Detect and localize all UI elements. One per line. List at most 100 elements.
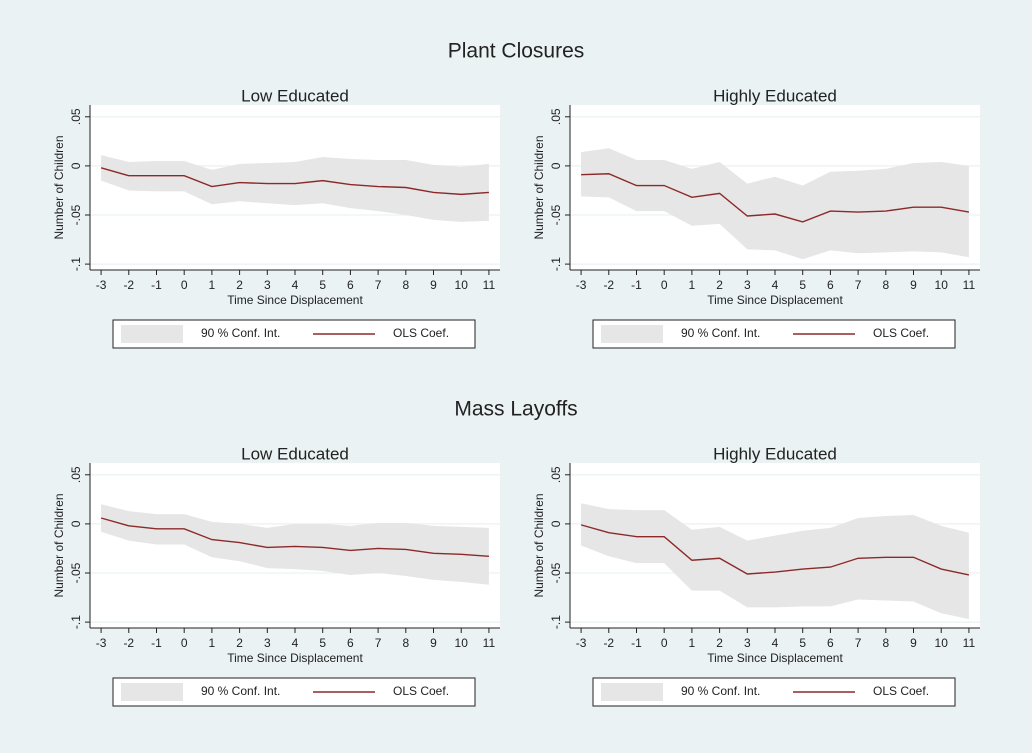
- legend-label: 90 % Conf. Int.: [201, 326, 280, 340]
- y-tick-label: .05: [549, 466, 563, 483]
- x-tick-label: 0: [181, 278, 188, 292]
- x-tick-label: 6: [347, 636, 354, 650]
- x-tick-label: -3: [96, 278, 107, 292]
- legend-label: 90 % Conf. Int.: [681, 326, 760, 340]
- chart-title: Highly Educated: [713, 444, 837, 463]
- y-axis-label: Number of Children: [52, 493, 66, 597]
- y-tick-label: .05: [69, 108, 83, 125]
- x-tick-label: 10: [935, 636, 949, 650]
- x-tick-label: 11: [963, 636, 976, 650]
- legend-swatch: [601, 683, 663, 701]
- x-tick-label: 8: [882, 278, 889, 292]
- y-tick-label: 0: [69, 520, 83, 527]
- x-tick-label: 3: [264, 636, 271, 650]
- chart-title: Low Educated: [241, 444, 349, 463]
- y-tick-label: .05: [549, 108, 563, 125]
- x-tick-label: 4: [772, 636, 779, 650]
- x-tick-label: 10: [455, 636, 469, 650]
- x-tick-label: 9: [910, 636, 917, 650]
- confidence-band: [581, 148, 969, 260]
- section-title: Mass Layoffs: [454, 398, 577, 421]
- x-tick-label: 7: [855, 636, 862, 650]
- x-tick-label: 8: [402, 278, 409, 292]
- chart-title: Low Educated: [241, 86, 349, 105]
- x-tick-label: 7: [375, 636, 382, 650]
- confidence-band: [101, 504, 489, 585]
- x-tick-label: 8: [882, 636, 889, 650]
- x-tick-label: 4: [292, 636, 299, 650]
- x-tick-label: -1: [631, 278, 642, 292]
- x-tick-label: 8: [402, 636, 409, 650]
- x-tick-label: 0: [661, 278, 668, 292]
- y-tick-label: -.1: [69, 615, 83, 629]
- y-axis-label: Number of Children: [52, 135, 66, 239]
- confidence-band: [581, 503, 969, 620]
- x-tick-label: 11: [483, 278, 496, 292]
- x-tick-label: 3: [264, 278, 271, 292]
- x-tick-label: 5: [799, 636, 806, 650]
- x-tick-label: 9: [430, 278, 437, 292]
- x-tick-label: -3: [96, 636, 107, 650]
- x-tick-label: 4: [772, 278, 779, 292]
- x-tick-label: 2: [716, 278, 723, 292]
- legend-label: OLS Coef.: [393, 684, 449, 698]
- x-tick-label: 7: [855, 278, 862, 292]
- legend-swatch: [121, 683, 183, 701]
- y-tick-label: -.05: [549, 562, 563, 583]
- coef-line: [100, 167, 489, 196]
- y-axis-label: Number of Children: [532, 135, 546, 239]
- x-tick-label: 5: [319, 278, 326, 292]
- legend-swatch: [601, 325, 663, 343]
- x-tick-label: 4: [292, 278, 299, 292]
- section-title: Plant Closures: [448, 40, 585, 63]
- x-tick-label: -1: [151, 278, 162, 292]
- x-tick-label: 3: [744, 278, 751, 292]
- x-tick-label: -3: [576, 636, 587, 650]
- x-tick-label: -3: [576, 278, 587, 292]
- legend-swatch: [121, 325, 183, 343]
- x-tick-label: 5: [319, 636, 326, 650]
- x-tick-label: 1: [689, 278, 696, 292]
- x-tick-label: 9: [430, 636, 437, 650]
- x-tick-label: -2: [123, 278, 134, 292]
- legend-label: 90 % Conf. Int.: [201, 684, 280, 698]
- x-tick-label: 11: [963, 278, 976, 292]
- x-tick-label: 2: [236, 278, 243, 292]
- x-tick-label: 2: [236, 636, 243, 650]
- y-tick-label: -.1: [69, 257, 83, 271]
- confidence-band: [101, 155, 489, 222]
- legend-label: OLS Coef.: [873, 326, 929, 340]
- legend-label: OLS Coef.: [393, 326, 449, 340]
- x-tick-label: 11: [483, 636, 496, 650]
- coef-line: [100, 517, 489, 558]
- y-tick-label: 0: [549, 520, 563, 527]
- y-tick-label: -.05: [69, 562, 83, 583]
- x-tick-label: 6: [827, 636, 834, 650]
- x-axis-label: Time Since Displacement: [707, 651, 843, 665]
- y-tick-label: 0: [549, 162, 563, 169]
- x-tick-label: 1: [209, 278, 216, 292]
- y-tick-label: -.05: [549, 204, 563, 225]
- x-tick-label: 5: [799, 278, 806, 292]
- x-tick-label: -1: [151, 636, 162, 650]
- y-tick-label: .05: [69, 466, 83, 483]
- y-tick-label: -.1: [549, 257, 563, 271]
- x-tick-label: 7: [375, 278, 382, 292]
- x-tick-label: -2: [603, 278, 614, 292]
- y-tick-label: -.05: [69, 204, 83, 225]
- x-tick-label: 0: [181, 636, 188, 650]
- x-tick-label: 10: [455, 278, 469, 292]
- x-axis-label: Time Since Displacement: [227, 293, 363, 307]
- x-tick-label: 10: [935, 278, 949, 292]
- x-tick-label: 0: [661, 636, 668, 650]
- x-tick-label: 1: [689, 636, 696, 650]
- y-tick-label: -.1: [549, 615, 563, 629]
- chart-title: Highly Educated: [713, 86, 837, 105]
- legend-label: 90 % Conf. Int.: [681, 684, 760, 698]
- y-tick-label: 0: [69, 162, 83, 169]
- legend-label: OLS Coef.: [873, 684, 929, 698]
- coef-line: [580, 524, 970, 576]
- x-tick-label: -2: [603, 636, 614, 650]
- x-tick-label: 6: [827, 278, 834, 292]
